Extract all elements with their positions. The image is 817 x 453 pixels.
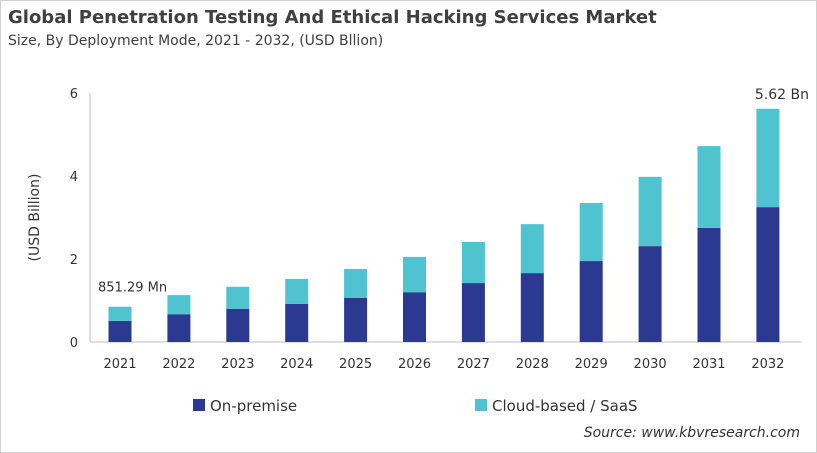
y-tick-label: 4 [70, 170, 78, 185]
bar-cloud-saas-2021 [108, 306, 132, 321]
bar-on-premise-2021 [108, 320, 132, 342]
x-tick-label: 2025 [339, 357, 372, 372]
bar-cloud-saas-2023 [226, 286, 250, 309]
bar-on-premise-2023 [226, 308, 250, 342]
chart-subtitle: Size, By Deployment Mode, 2021 - 2032, (… [8, 33, 384, 49]
bar-on-premise-2024 [285, 303, 309, 342]
bar-on-premise-2027 [461, 283, 485, 342]
data-label: 851.29 Mn [98, 281, 167, 296]
bar-on-premise-2031 [697, 227, 721, 342]
y-tick-label: 0 [70, 336, 78, 351]
bar-on-premise-2032 [756, 207, 780, 342]
bar-on-premise-2025 [344, 298, 368, 342]
bar-cloud-saas-2025 [344, 268, 368, 299]
chart-title: Global Penetration Testing And Ethical H… [8, 7, 657, 28]
x-tick-label: 2021 [103, 357, 136, 372]
bar-cloud-saas-2029 [579, 202, 603, 262]
bar-cloud-saas-2030 [638, 176, 662, 247]
legend-label: Cloud-based / SaaS [492, 397, 638, 415]
bar-on-premise-2030 [638, 246, 662, 342]
y-tick-label: 6 [70, 87, 78, 102]
legend-swatch [475, 399, 487, 411]
bar-on-premise-2029 [579, 261, 603, 342]
legend-swatch [193, 399, 205, 411]
y-axis-title: (USD Billion) [27, 174, 43, 262]
x-tick-label: 2029 [575, 357, 608, 372]
y-tick-label: 2 [70, 253, 78, 268]
bar-cloud-saas-2032 [756, 108, 780, 208]
legend-label: On-premise [210, 397, 297, 415]
x-tick-label: 2032 [751, 357, 784, 372]
bar-cloud-saas-2031 [697, 146, 721, 228]
source-note: Source: www.kbvresearch.com [583, 425, 800, 441]
x-tick-label: 2028 [516, 357, 549, 372]
bar-cloud-saas-2024 [285, 278, 309, 304]
x-tick-label: 2026 [398, 357, 431, 372]
bar-cloud-saas-2022 [167, 295, 191, 315]
bar-on-premise-2028 [520, 273, 544, 342]
x-tick-label: 2023 [221, 357, 254, 372]
x-tick-label: 2022 [162, 357, 195, 372]
bar-cloud-saas-2026 [403, 256, 426, 293]
bar-cloud-saas-2028 [520, 224, 544, 274]
x-tick-label: 2024 [280, 357, 313, 372]
x-tick-label: 2031 [692, 357, 725, 372]
bar-on-premise-2022 [167, 314, 191, 342]
bar-on-premise-2026 [403, 292, 426, 342]
x-tick-label: 2030 [634, 357, 667, 372]
bar-cloud-saas-2027 [461, 241, 485, 284]
x-tick-label: 2027 [457, 357, 490, 372]
data-label: 5.62 Bn [755, 87, 809, 103]
